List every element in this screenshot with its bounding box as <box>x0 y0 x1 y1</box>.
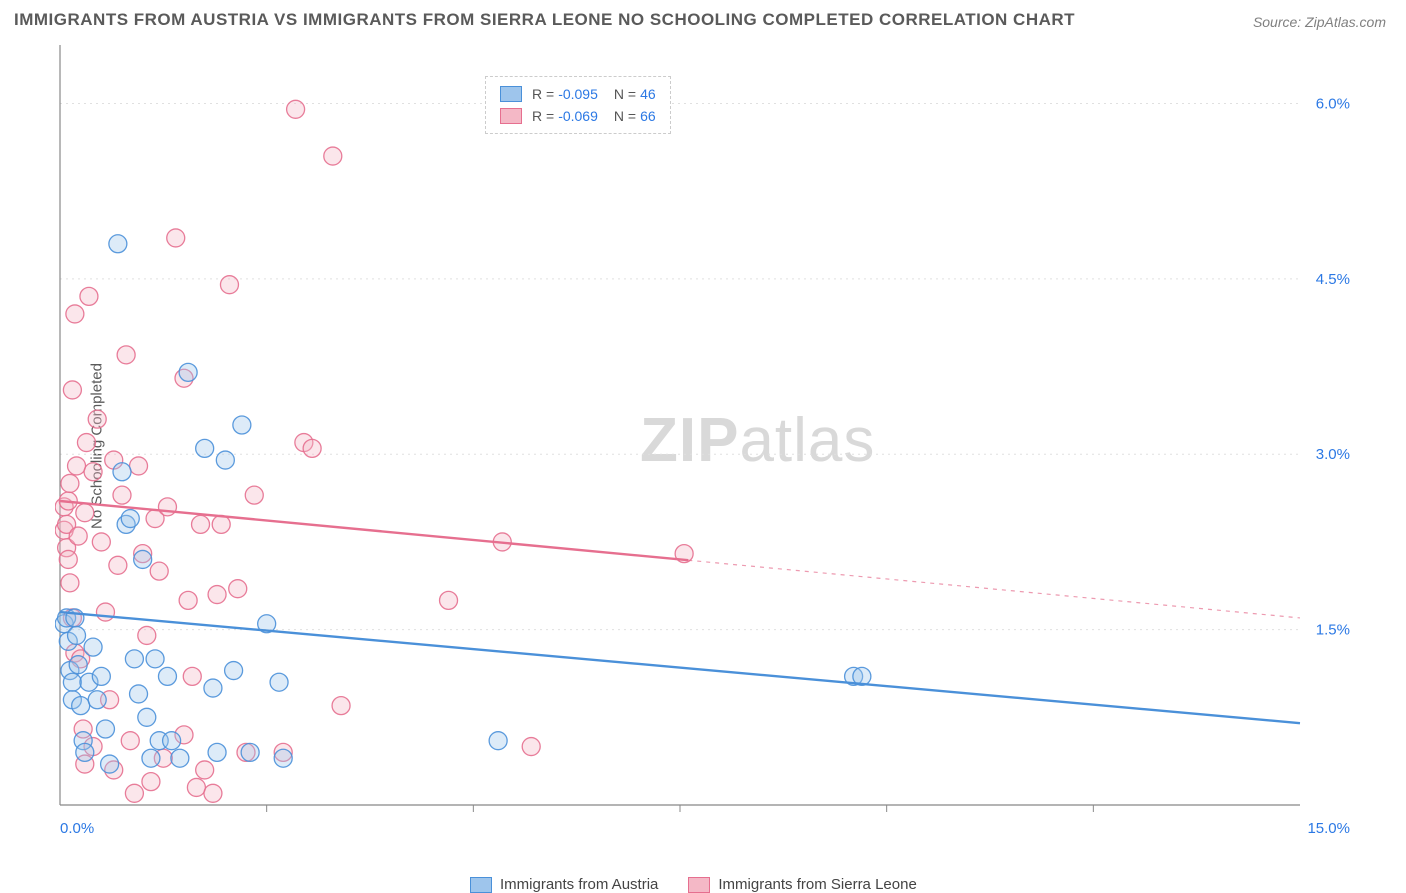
legend-stats: R = -0.095 N = 46 R = -0.069 N = 66 <box>485 76 671 134</box>
svg-text:15.0%: 15.0% <box>1307 820 1350 837</box>
source-attribution: Source: ZipAtlas.com <box>1253 14 1386 30</box>
legend-item-austria: Immigrants from Austria <box>470 876 658 893</box>
legend-stats-row-austria: R = -0.095 N = 46 <box>500 83 656 105</box>
legend-series: Immigrants from Austria Immigrants from … <box>470 876 917 893</box>
swatch-austria-icon <box>500 86 522 102</box>
legend-label-sierraleone: Immigrants from Sierra Leone <box>718 876 916 893</box>
r-value-sierraleone: -0.069 <box>558 108 598 124</box>
correlation-scatter-chart: 1.5% 3.0% 4.5% 6.0% 0.0% 15.0% <box>55 40 1355 840</box>
swatch-austria-icon <box>470 877 492 893</box>
n-value-sierraleone: 66 <box>640 108 656 124</box>
svg-text:6.0%: 6.0% <box>1316 95 1350 112</box>
chart-title: IMMIGRANTS FROM AUSTRIA VS IMMIGRANTS FR… <box>14 10 1075 30</box>
swatch-sierraleone-icon <box>500 108 522 124</box>
r-value-austria: -0.095 <box>558 86 598 102</box>
svg-text:1.5%: 1.5% <box>1316 622 1350 639</box>
svg-text:0.0%: 0.0% <box>60 820 94 837</box>
swatch-sierraleone-icon <box>688 877 710 893</box>
legend-stats-row-sierraleone: R = -0.069 N = 66 <box>500 105 656 127</box>
svg-text:4.5%: 4.5% <box>1316 271 1350 288</box>
legend-item-sierraleone: Immigrants from Sierra Leone <box>688 876 916 893</box>
n-value-austria: 46 <box>640 86 656 102</box>
legend-label-austria: Immigrants from Austria <box>500 876 658 893</box>
svg-text:3.0%: 3.0% <box>1316 446 1350 463</box>
